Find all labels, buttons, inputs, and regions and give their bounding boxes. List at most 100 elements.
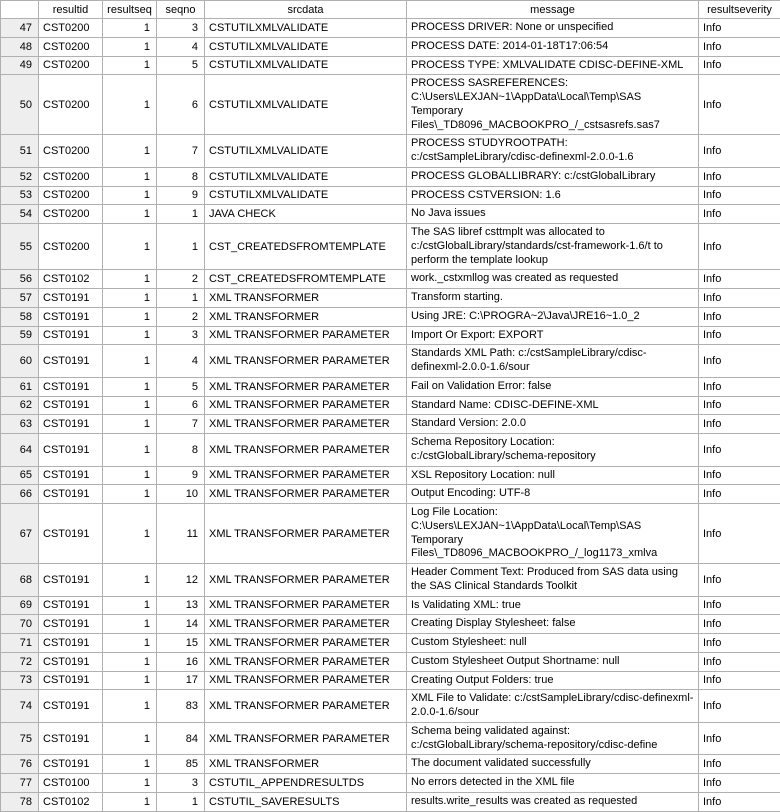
cell-resultid: CST0191 bbox=[39, 504, 103, 564]
table-row[interactable]: 53CST020019CSTUTILXMLVALIDATEPROCESS CST… bbox=[1, 186, 780, 205]
table-row[interactable]: 71CST0191115XML TRANSFORMER PARAMETERCus… bbox=[1, 634, 780, 653]
cell-rownum: 77 bbox=[1, 774, 39, 793]
table-row[interactable]: 63CST019117XML TRANSFORMER PARAMETERStan… bbox=[1, 415, 780, 434]
table-row[interactable]: 56CST010212CST_CREATEDSFROMTEMPLATEwork.… bbox=[1, 270, 780, 289]
cell-message: XSL Repository Location: null bbox=[407, 466, 699, 485]
table-row[interactable]: 57CST019111XML TRANSFORMERTransform star… bbox=[1, 289, 780, 308]
table-row[interactable]: 50CST020016CSTUTILXMLVALIDATEPROCESS SAS… bbox=[1, 75, 780, 135]
cell-message: Standard Name: CDISC-DEFINE-XML bbox=[407, 396, 699, 415]
cell-rownum: 72 bbox=[1, 652, 39, 671]
cell-resultid: CST0191 bbox=[39, 615, 103, 634]
table-row[interactable]: 62CST019116XML TRANSFORMER PARAMETERStan… bbox=[1, 396, 780, 415]
cell-severity: Info bbox=[699, 377, 780, 396]
col-rownum[interactable] bbox=[1, 1, 39, 19]
results-table[interactable]: resultid resultseq seqno srcdata message… bbox=[0, 0, 780, 812]
cell-resultseq: 1 bbox=[103, 75, 157, 135]
cell-rownum: 47 bbox=[1, 19, 39, 38]
table-row[interactable]: 52CST020018CSTUTILXMLVALIDATEPROCESS GLO… bbox=[1, 167, 780, 186]
table-row[interactable]: 48CST020014CSTUTILXMLVALIDATEPROCESS DAT… bbox=[1, 37, 780, 56]
cell-message: No Java issues bbox=[407, 205, 699, 224]
cell-seqno: 5 bbox=[157, 56, 205, 75]
cell-severity: Info bbox=[699, 485, 780, 504]
cell-message: Schema Repository Location: c:/cstGlobal… bbox=[407, 434, 699, 467]
cell-rownum: 59 bbox=[1, 326, 39, 345]
cell-resultseq: 1 bbox=[103, 289, 157, 308]
table-row[interactable]: 70CST0191114XML TRANSFORMER PARAMETERCre… bbox=[1, 615, 780, 634]
cell-message: Standards XML Path: c:/cstSampleLibrary/… bbox=[407, 345, 699, 378]
col-message[interactable]: message bbox=[407, 1, 699, 19]
cell-resultid: CST0191 bbox=[39, 396, 103, 415]
cell-seqno: 7 bbox=[157, 415, 205, 434]
cell-seqno: 9 bbox=[157, 466, 205, 485]
cell-resultid: CST0100 bbox=[39, 774, 103, 793]
col-resultseverity[interactable]: resultseverity bbox=[699, 1, 780, 19]
cell-seqno: 8 bbox=[157, 434, 205, 467]
table-row[interactable]: 69CST0191113XML TRANSFORMER PARAMETERIs … bbox=[1, 596, 780, 615]
cell-seqno: 5 bbox=[157, 377, 205, 396]
table-row[interactable]: 65CST019119XML TRANSFORMER PARAMETERXSL … bbox=[1, 466, 780, 485]
cell-severity: Info bbox=[699, 596, 780, 615]
table-row[interactable]: 59CST019113XML TRANSFORMER PARAMETERImpo… bbox=[1, 326, 780, 345]
table-row[interactable]: 74CST0191183XML TRANSFORMER PARAMETERXML… bbox=[1, 690, 780, 723]
cell-severity: Info bbox=[699, 415, 780, 434]
table-row[interactable]: 77CST010013CSTUTIL_APPENDRESULTDSNo erro… bbox=[1, 774, 780, 793]
cell-severity: Info bbox=[699, 345, 780, 378]
col-seqno[interactable]: seqno bbox=[157, 1, 205, 19]
cell-message: work._cstxmllog was created as requested bbox=[407, 270, 699, 289]
cell-seqno: 1 bbox=[157, 792, 205, 811]
cell-seqno: 1 bbox=[157, 289, 205, 308]
table-row[interactable]: 49CST020015CSTUTILXMLVALIDATEPROCESS TYP… bbox=[1, 56, 780, 75]
cell-seqno: 83 bbox=[157, 690, 205, 723]
cell-srcdata: XML TRANSFORMER bbox=[205, 289, 407, 308]
table-row[interactable]: 66CST0191110XML TRANSFORMER PARAMETEROut… bbox=[1, 485, 780, 504]
cell-severity: Info bbox=[699, 652, 780, 671]
col-srcdata[interactable]: srcdata bbox=[205, 1, 407, 19]
table-row[interactable]: 78CST010211CSTUTIL_SAVERESULTSresults.wr… bbox=[1, 792, 780, 811]
cell-rownum: 65 bbox=[1, 466, 39, 485]
cell-rownum: 78 bbox=[1, 792, 39, 811]
cell-message: Header Comment Text: Produced from SAS d… bbox=[407, 564, 699, 597]
cell-resultseq: 1 bbox=[103, 615, 157, 634]
table-row[interactable]: 60CST019114XML TRANSFORMER PARAMETERStan… bbox=[1, 345, 780, 378]
table-row[interactable]: 58CST019112XML TRANSFORMERUsing JRE: C:\… bbox=[1, 307, 780, 326]
table-row[interactable]: 51CST020017CSTUTILXMLVALIDATEPROCESS STU… bbox=[1, 135, 780, 168]
cell-rownum: 75 bbox=[1, 722, 39, 755]
table-row[interactable]: 54CST020011JAVA CHECKNo Java issuesInfo bbox=[1, 205, 780, 224]
cell-resultseq: 1 bbox=[103, 19, 157, 38]
cell-srcdata: XML TRANSFORMER PARAMETER bbox=[205, 596, 407, 615]
table-row[interactable]: 68CST0191112XML TRANSFORMER PARAMETERHea… bbox=[1, 564, 780, 597]
cell-message: Import Or Export: EXPORT bbox=[407, 326, 699, 345]
cell-resultseq: 1 bbox=[103, 690, 157, 723]
cell-srcdata: XML TRANSFORMER PARAMETER bbox=[205, 690, 407, 723]
col-resultseq[interactable]: resultseq bbox=[103, 1, 157, 19]
cell-rownum: 70 bbox=[1, 615, 39, 634]
cell-resultseq: 1 bbox=[103, 205, 157, 224]
col-resultid[interactable]: resultid bbox=[39, 1, 103, 19]
cell-seqno: 8 bbox=[157, 167, 205, 186]
cell-message: results.write_results was created as req… bbox=[407, 792, 699, 811]
cell-srcdata: CSTUTILXMLVALIDATE bbox=[205, 19, 407, 38]
table-row[interactable]: 55CST020011CST_CREATEDSFROMTEMPLATEThe S… bbox=[1, 224, 780, 270]
cell-resultseq: 1 bbox=[103, 37, 157, 56]
cell-resultseq: 1 bbox=[103, 434, 157, 467]
cell-seqno: 13 bbox=[157, 596, 205, 615]
cell-rownum: 68 bbox=[1, 564, 39, 597]
cell-resultid: CST0191 bbox=[39, 307, 103, 326]
cell-resultid: CST0200 bbox=[39, 224, 103, 270]
cell-rownum: 49 bbox=[1, 56, 39, 75]
table-row[interactable]: 73CST0191117XML TRANSFORMER PARAMETERCre… bbox=[1, 671, 780, 690]
cell-rownum: 67 bbox=[1, 504, 39, 564]
table-row[interactable]: 67CST0191111XML TRANSFORMER PARAMETERLog… bbox=[1, 504, 780, 564]
table-row[interactable]: 61CST019115XML TRANSFORMER PARAMETERFail… bbox=[1, 377, 780, 396]
cell-srcdata: JAVA CHECK bbox=[205, 205, 407, 224]
cell-srcdata: XML TRANSFORMER PARAMETER bbox=[205, 396, 407, 415]
table-row[interactable]: 64CST019118XML TRANSFORMER PARAMETERSche… bbox=[1, 434, 780, 467]
cell-resultid: CST0200 bbox=[39, 56, 103, 75]
cell-srcdata: CSTUTIL_APPENDRESULTDS bbox=[205, 774, 407, 793]
table-row[interactable]: 47CST020013CSTUTILXMLVALIDATEPROCESS DRI… bbox=[1, 19, 780, 38]
table-row[interactable]: 72CST0191116XML TRANSFORMER PARAMETERCus… bbox=[1, 652, 780, 671]
cell-resultseq: 1 bbox=[103, 671, 157, 690]
cell-srcdata: XML TRANSFORMER PARAMETER bbox=[205, 634, 407, 653]
cell-severity: Info bbox=[699, 37, 780, 56]
table-row[interactable]: 75CST0191184XML TRANSFORMER PARAMETERSch… bbox=[1, 722, 780, 755]
